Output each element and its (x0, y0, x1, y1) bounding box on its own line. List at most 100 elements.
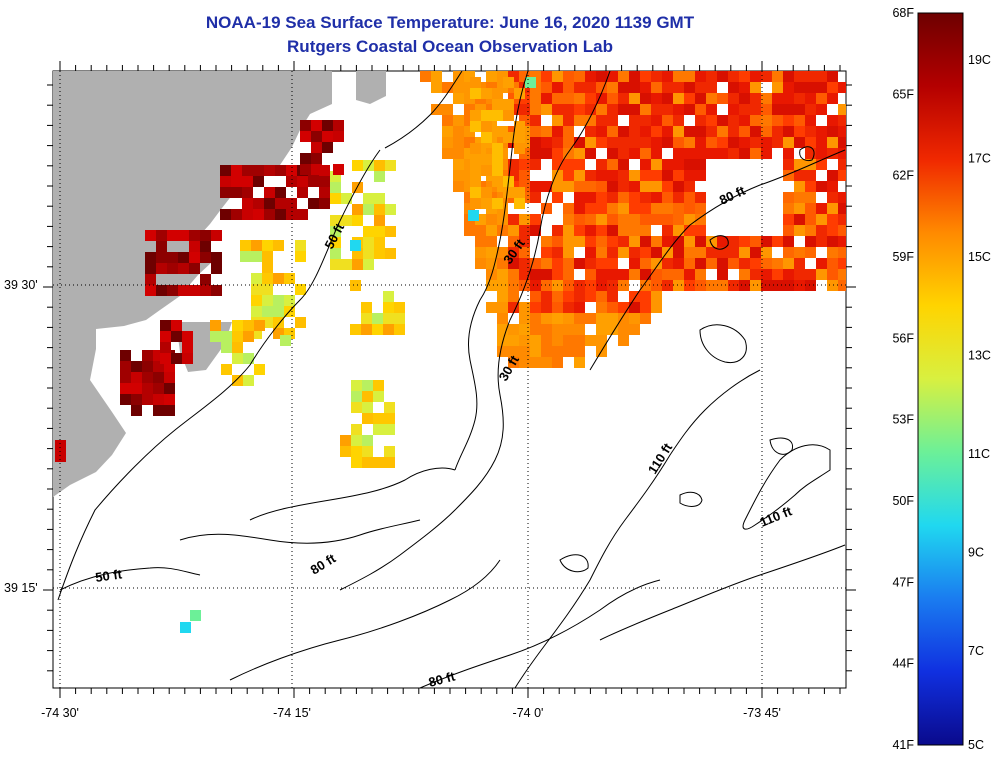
sst-pixel (563, 93, 574, 104)
sst-pixel-field (55, 71, 846, 633)
sst-pixel (164, 394, 175, 405)
sst-pixel (618, 82, 629, 93)
sst-pixel (552, 269, 563, 280)
sst-pixel (607, 269, 618, 280)
sst-pixel (497, 71, 508, 82)
sst-pixel (220, 187, 231, 198)
sst-pixel (470, 198, 481, 209)
sst-pixel (242, 209, 253, 220)
sst-pixel (574, 335, 585, 346)
sst-pixel (232, 353, 243, 364)
sst-pixel (525, 77, 536, 88)
contour-50ft-south (59, 567, 201, 591)
sst-pixel (497, 225, 508, 236)
sst-pixel (503, 132, 514, 143)
contour-label: 50 ft (94, 566, 123, 585)
sst-pixel (585, 269, 596, 280)
sst-pixel (284, 328, 295, 339)
sst-pixel (629, 148, 640, 159)
sst-pixel (311, 164, 322, 175)
sst-pixel (794, 280, 805, 291)
sst-pixel (783, 225, 794, 236)
sst-pixel (464, 159, 475, 170)
sst-pixel (728, 148, 739, 159)
sst-pixel (295, 251, 306, 262)
sst-pixel (618, 170, 629, 181)
sst-pixel (333, 131, 344, 142)
sst-pixel (772, 93, 783, 104)
sst-pixel (464, 71, 475, 82)
sst-pixel (362, 402, 373, 413)
sst-pixel (574, 93, 585, 104)
sst-pixel (574, 137, 585, 148)
sst-pixel (816, 148, 827, 159)
contour-50ft (57, 149, 381, 601)
sst-pixel (563, 148, 574, 159)
sst-pixel (739, 126, 750, 137)
sst-pixel (220, 165, 231, 176)
sst-pixel (492, 154, 503, 165)
sst-pixel (552, 313, 563, 324)
sst-pixel (827, 225, 838, 236)
sst-pixel (618, 269, 629, 280)
sst-pixel (481, 121, 492, 132)
sst-pixel (706, 137, 717, 148)
sst-pixel (673, 192, 684, 203)
contour-shelf-a (249, 467, 456, 521)
sst-pixel (486, 225, 497, 236)
sst-pixel (231, 176, 242, 187)
sst-pixel (251, 295, 262, 306)
sst-pixel (311, 142, 322, 153)
sst-pixel (596, 71, 607, 82)
sst-pixel (728, 247, 739, 258)
sst-pixel (607, 82, 618, 93)
sst-pixel (273, 328, 284, 339)
sst-pixel (662, 269, 673, 280)
sst-pixel (596, 269, 607, 280)
sst-pixel (497, 269, 508, 280)
sst-pixel (262, 295, 273, 306)
sst-pixel (530, 357, 541, 368)
sst-pixel (651, 203, 662, 214)
sst-pixel (651, 192, 662, 203)
sst-pixel (156, 263, 167, 274)
sst-pixel (311, 131, 322, 142)
sst-pixel (486, 82, 497, 93)
sst-pixel (651, 291, 662, 302)
sst-pixel (470, 121, 481, 132)
sst-pixel (618, 192, 629, 203)
sst-pixel (838, 203, 846, 214)
sst-pixel (629, 313, 640, 324)
sst-pixel (739, 115, 750, 126)
sst-pixel (131, 383, 142, 394)
sst-pixel (552, 181, 563, 192)
sst-pixel (728, 137, 739, 148)
sst-pixel (486, 71, 497, 82)
sst-pixel (684, 148, 695, 159)
sst-pixel (585, 236, 596, 247)
sst-pixel (772, 126, 783, 137)
sst-pixel (242, 198, 253, 209)
sst-pixel (442, 148, 453, 159)
sst-pixel (838, 280, 846, 291)
sst-pixel (341, 193, 352, 204)
sst-pixel (530, 335, 541, 346)
sst-pixel (662, 126, 673, 137)
sst-pixel (607, 192, 618, 203)
sst-pixel (673, 126, 684, 137)
sst-pixel (761, 236, 772, 247)
sst-pixel (629, 115, 640, 126)
sst-pixel (300, 164, 311, 175)
colorbar-c-label: 15C (968, 250, 991, 264)
sst-pixel (662, 236, 673, 247)
sst-pixel (273, 306, 284, 317)
sst-pixel (805, 214, 816, 225)
sst-pixel (552, 170, 563, 181)
sst-pixel (330, 248, 341, 259)
sst-pixel (651, 82, 662, 93)
sst-pixel (300, 153, 311, 164)
sst-pixel (153, 405, 164, 416)
sst-pixel (153, 394, 164, 405)
sst-pixel (394, 313, 405, 324)
sst-pixel (816, 181, 827, 192)
